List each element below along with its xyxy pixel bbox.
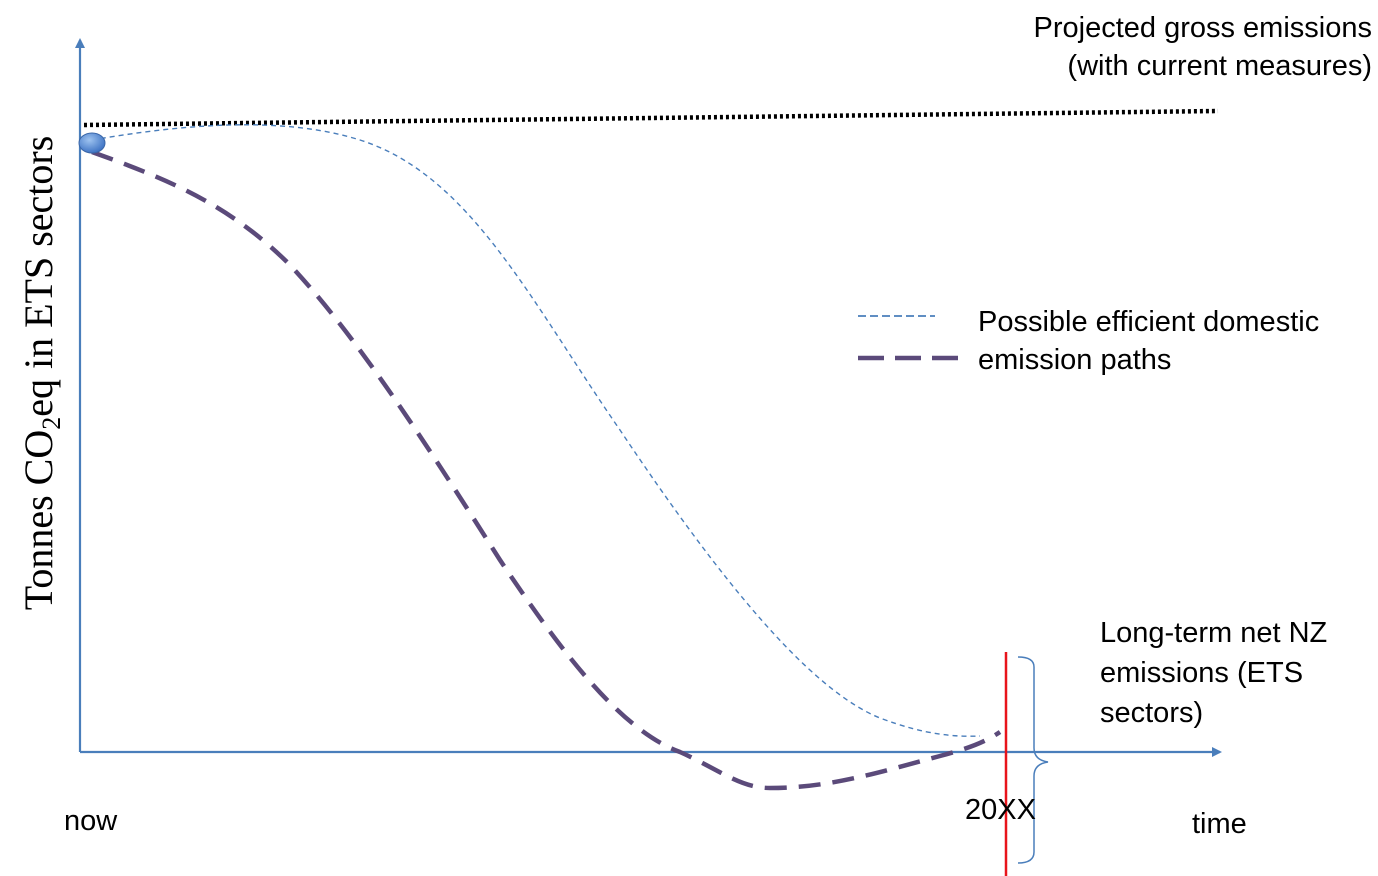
x-label-time: time <box>1192 808 1247 840</box>
longterm-label-line3: sectors) <box>1100 697 1203 729</box>
x-label-target-year: 20XX <box>965 794 1036 826</box>
y-axis-label: Tonnes CO2eq in ETS sectors <box>16 136 66 611</box>
efficient-path-thick <box>91 149 1002 791</box>
legend-label-line1: Possible efficient domestic <box>978 306 1319 338</box>
legend-label-line2: emission paths <box>978 344 1171 376</box>
efficient-path-thin <box>91 124 981 737</box>
projected-emissions-line <box>83 108 1219 128</box>
start-point-marker <box>78 132 106 154</box>
projected-label-line1: Projected gross emissions <box>1034 12 1372 44</box>
longterm-label-line1: Long-term net NZ <box>1100 617 1327 649</box>
x-label-now: now <box>64 805 118 837</box>
long-term-brace <box>1017 656 1049 864</box>
projected-label-line2: (with current measures) <box>1067 50 1372 82</box>
longterm-label-line2: emissions (ETS <box>1100 657 1303 689</box>
